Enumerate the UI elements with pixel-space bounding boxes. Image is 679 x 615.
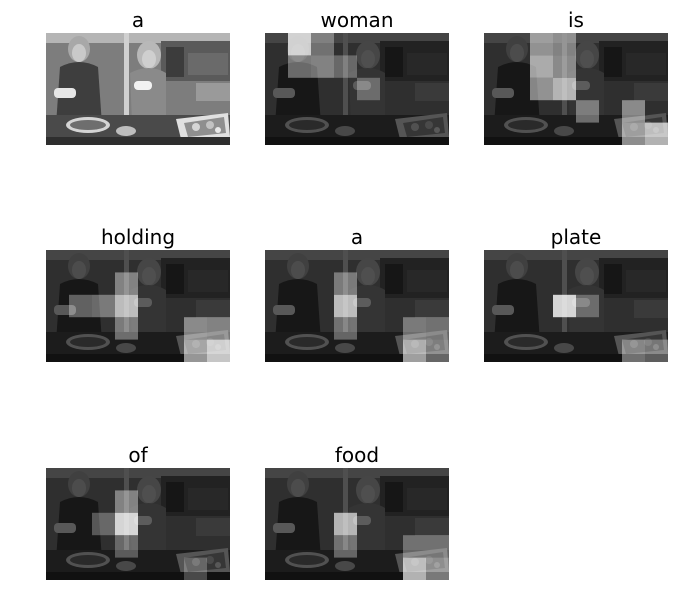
panel-word-title: food: [334, 443, 380, 467]
attention-cell: [115, 490, 138, 513]
attention-cell: [288, 33, 311, 56]
attention-cell: [288, 55, 311, 78]
attention-cell: [426, 339, 449, 362]
attention-cell: [622, 339, 645, 362]
panel-word-title: woman: [320, 8, 394, 32]
attention-cell: [334, 535, 357, 558]
attention-cell: [426, 317, 449, 340]
attention-cell: [426, 557, 449, 580]
attention-cell: [334, 317, 357, 340]
attention-cell: [645, 339, 668, 362]
attention-cell: [553, 294, 576, 318]
panel-word-title: a: [350, 225, 364, 249]
attention-cell: [311, 55, 334, 78]
attention-cell: [334, 272, 357, 295]
attention-image: [265, 468, 449, 580]
attention-cell: [334, 55, 357, 78]
attention-cell: [92, 294, 115, 318]
attention-cell: [553, 33, 576, 56]
attention-cell: [622, 100, 645, 123]
attention-image: [46, 33, 230, 145]
attention-cell: [622, 122, 645, 145]
attention-cell: [530, 55, 553, 78]
attention-cell: [184, 339, 207, 362]
attention-cell: [115, 294, 138, 318]
attention-cell: [553, 77, 576, 101]
attention-image: [484, 250, 668, 362]
panel-word-title: a: [131, 8, 145, 32]
attention-image: [265, 33, 449, 145]
attention-cell: [403, 557, 426, 580]
attention-cell: [334, 512, 357, 536]
attention-cell: [334, 294, 357, 318]
attention-cell: [115, 272, 138, 295]
attention-cell: [576, 100, 599, 123]
attention-cell: [403, 535, 426, 558]
attention-cell: [311, 33, 334, 56]
attention-cell: [530, 77, 553, 101]
attention-cell: [115, 512, 138, 536]
attention-cell: [357, 77, 380, 101]
panel-word-title: is: [568, 8, 584, 32]
attention-cell: [115, 535, 138, 558]
attention-cell: [69, 294, 92, 318]
attention-image: [46, 250, 230, 362]
attention-image: [484, 33, 668, 145]
attention-cell: [426, 535, 449, 558]
panel-word-title: plate: [550, 225, 602, 249]
panel-word-title: of: [128, 443, 148, 467]
attention-cell: [92, 512, 115, 536]
attention-cell: [403, 339, 426, 362]
attention-cell: [115, 317, 138, 340]
attention-cell: [207, 317, 230, 340]
attention-cell: [576, 294, 599, 318]
attention-cell: [184, 317, 207, 340]
panel-word-title: holding: [100, 225, 176, 249]
attention-cell: [553, 55, 576, 78]
attention-image: [265, 250, 449, 362]
attention-cell: [184, 557, 207, 580]
attention-cell: [207, 339, 230, 362]
attention-cell: [530, 33, 553, 56]
attention-cell: [403, 317, 426, 340]
attention-image: [46, 468, 230, 580]
attention-cell: [645, 122, 668, 145]
